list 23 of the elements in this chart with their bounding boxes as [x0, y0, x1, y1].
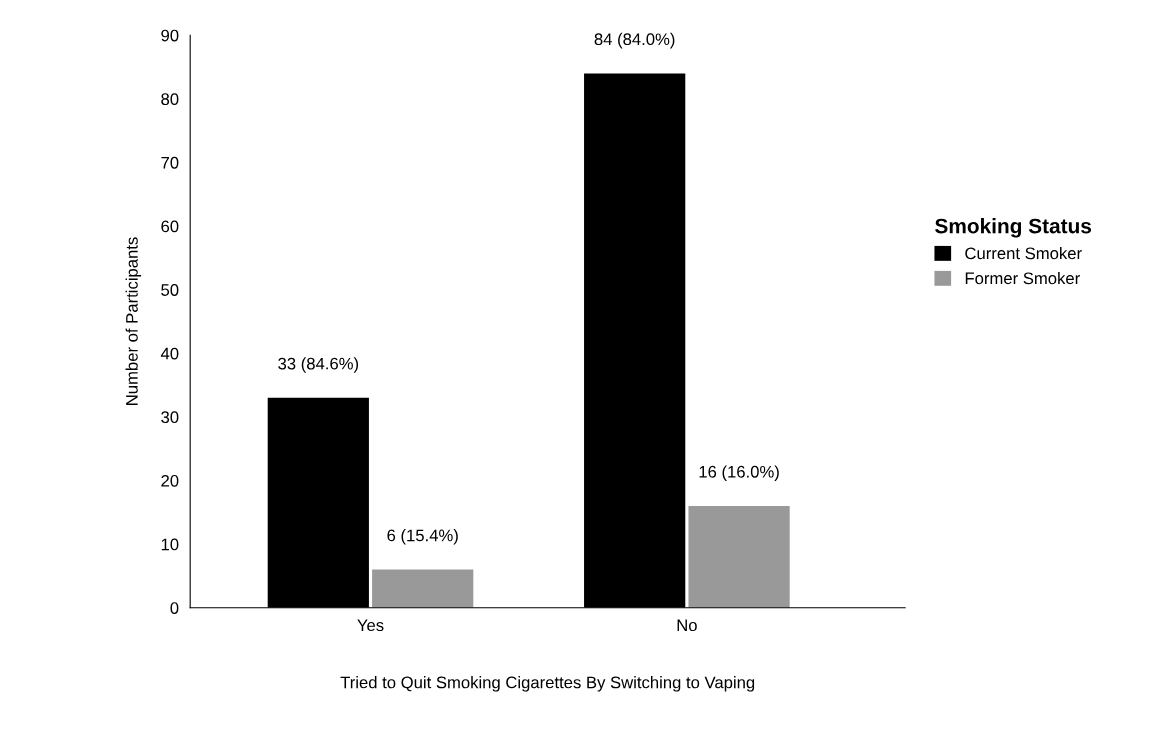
- y-tick-label: 80: [161, 93, 179, 106]
- data-label: 16 (16.0%): [699, 465, 779, 481]
- data-label: 6 (15.4%): [387, 529, 458, 545]
- x-tick-label: Yes: [357, 619, 384, 632]
- legend-label: Former Smoker: [965, 271, 1080, 285]
- y-tick-label: 10: [161, 538, 179, 551]
- data-label: 84 (84.0%): [594, 32, 675, 49]
- y-tick-label: 30: [161, 411, 179, 424]
- legend-title: Smoking Status: [935, 218, 1092, 238]
- y-tick-label: 60: [161, 220, 179, 233]
- y-tick-label: 70: [161, 156, 179, 169]
- y-tick-label: 90: [161, 29, 179, 42]
- bar: [688, 505, 790, 608]
- bar: [372, 569, 474, 608]
- y-tick-label: 50: [161, 284, 179, 296]
- legend-label: Current Smoker: [965, 247, 1082, 260]
- x-axis-title: Tried to Quit Smoking Cigarettes By Switching to Vaping: [340, 676, 755, 692]
- x-tick-label: No: [677, 619, 697, 632]
- data-label: 33 (84.6%): [278, 357, 359, 373]
- y-tick-label: 0: [170, 602, 179, 614]
- y-axis-title: Number of Participants: [125, 237, 142, 405]
- y-tick-label: 40: [160, 347, 179, 360]
- y-tick-label: 20: [161, 474, 179, 487]
